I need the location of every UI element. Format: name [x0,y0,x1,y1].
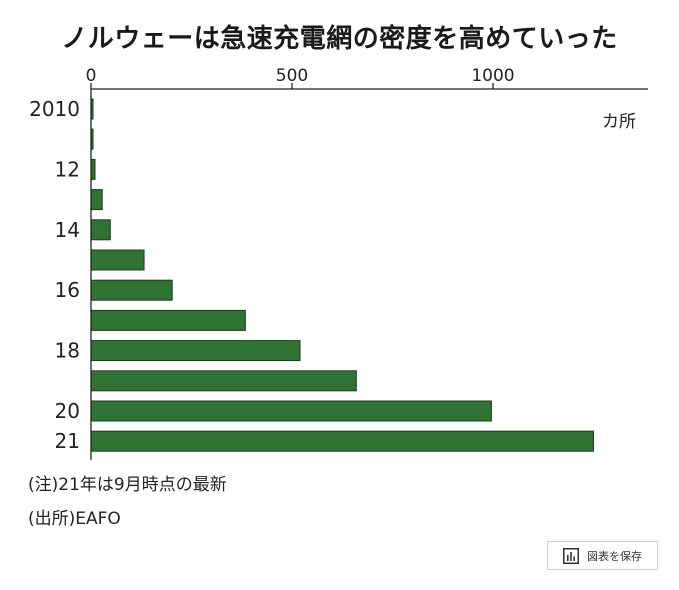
bar-2018 [90,340,301,362]
save-chart-button[interactable]: 図表を保存 [547,541,658,570]
unit-label: カ所 [602,112,636,132]
y-tick-label: 18 [55,339,80,363]
bar-2016 [90,279,173,301]
y-tick-label: 14 [55,218,80,242]
bar-2014 [90,219,111,241]
bar-2019 [90,370,357,392]
y-tick-label: 21 [55,429,80,453]
bar-chart-icon [563,547,579,564]
source-note: (出所)EAFO [28,509,121,529]
bar-chart: 2010 12 14 16 18 20 21 0 500 1000 カ所 [29,66,648,460]
y-tick-label: 2010 [29,97,80,121]
x-tick-label: 500 [276,66,308,86]
x-tick-label: 0 [86,66,97,86]
save-chart-label: 図表を保存 [587,549,642,563]
y-tick-label: 16 [55,278,80,302]
chart-title: ノルウェーは急速充電網の密度を高めていった [61,24,618,54]
bar-2017 [90,309,246,331]
x-axis: 0 500 1000 [86,66,648,460]
y-tick-label: 12 [55,157,80,181]
bar-2020 [90,400,492,422]
bar-2015 [90,249,145,271]
y-tick-label: 20 [55,399,80,423]
footnote: (注)21年は9月時点の最新 [28,475,227,495]
x-tick-label: 1000 [471,66,514,86]
bar-2021 [90,430,594,452]
y-tick-labels: 2010 12 14 16 18 20 21 [29,97,80,453]
bar-2013 [90,189,103,211]
bars-group [90,98,594,452]
